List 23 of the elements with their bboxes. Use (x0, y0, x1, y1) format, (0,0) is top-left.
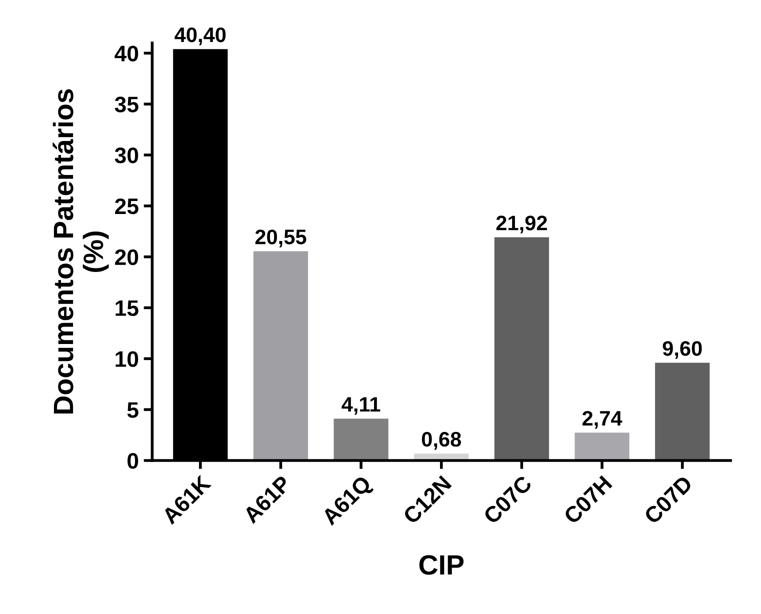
bar (253, 251, 308, 460)
bar (494, 237, 550, 460)
y-tick-label: 25 (115, 198, 138, 214)
bar (334, 418, 388, 460)
bar (655, 362, 710, 460)
data-label: 20,55 (255, 230, 306, 248)
data-label: 21,92 (496, 216, 547, 234)
y-tick-label: 15 (116, 300, 138, 316)
data-label: 9,60 (662, 341, 702, 359)
y-tick-label: 10 (116, 351, 138, 367)
data-label: 4,11 (342, 397, 380, 415)
y-tick-label: 5 (127, 402, 138, 418)
y-axis-title: Documentos Patentários (%) (52, 89, 109, 414)
data-label: 2,74 (582, 410, 622, 429)
y-tick-label: 30 (114, 148, 138, 164)
data-label: 40,40 (174, 27, 226, 46)
y-tick-label: 35 (114, 96, 138, 112)
x-axis-title: CIP (419, 555, 464, 575)
y-tick-label: 40 (114, 46, 138, 62)
y-tick-label: 0 (128, 453, 138, 469)
bar (574, 432, 630, 460)
y-tick-label: 20 (115, 249, 138, 266)
data-label: 0,68 (422, 432, 462, 450)
